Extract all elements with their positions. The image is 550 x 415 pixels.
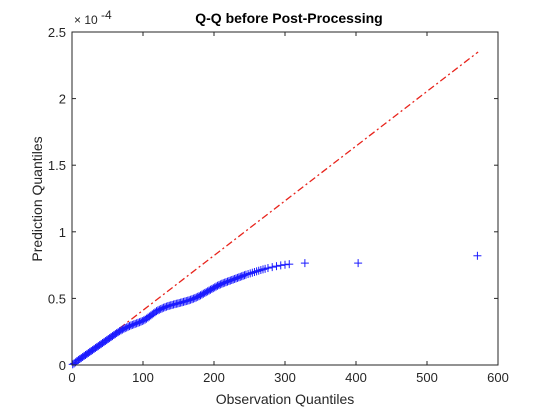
y-tick-label: 0 [59,358,66,373]
data-point [256,266,265,275]
y-tick-label: 0.5 [48,291,66,306]
data-point [246,269,255,278]
y-tick-label: 2.5 [48,25,66,40]
data-point [254,266,263,275]
x-tick-label: 400 [345,370,367,385]
x-tick-label: 100 [132,370,154,385]
data-point [276,261,285,270]
y-tick-label: 1 [59,225,66,240]
y-axis-exponent: × 10 -4 [74,8,112,27]
data-point [244,270,253,279]
data-point [252,267,261,276]
y-exponent-prefix: × 10 [74,13,98,27]
x-tick-label: 200 [203,370,225,385]
y-axis: 0 0.5 1 1.5 2 2.5 [48,25,498,373]
x-tick-label: 0 [68,370,75,385]
x-axis-label: Observation Quantiles [216,391,355,407]
data-point [473,251,482,260]
x-axis: 0 100 200 300 400 500 600 [68,32,509,385]
x-tick-label: 300 [274,370,296,385]
data-point [354,259,363,268]
data-point [300,259,309,268]
x-tick-label: 500 [416,370,438,385]
y-axis-label: Prediction Quantiles [29,136,45,261]
plot-area [68,51,482,369]
data-point [272,262,281,271]
data-point [250,268,259,277]
data-point [281,260,289,269]
data-point [258,265,267,274]
x-tick-label: 600 [487,370,509,385]
data-point [248,268,257,277]
data-point [240,271,249,280]
data-point [263,264,272,273]
data-point [285,260,294,269]
data-point [241,270,250,279]
reference-line [71,51,479,366]
y-tick-label: 2 [59,92,66,107]
chart-title: Q-Q before Post-Processing [195,10,382,26]
y-exponent-power: -4 [101,8,112,22]
data-point [268,263,277,272]
y-tick-label: 1.5 [48,158,66,173]
